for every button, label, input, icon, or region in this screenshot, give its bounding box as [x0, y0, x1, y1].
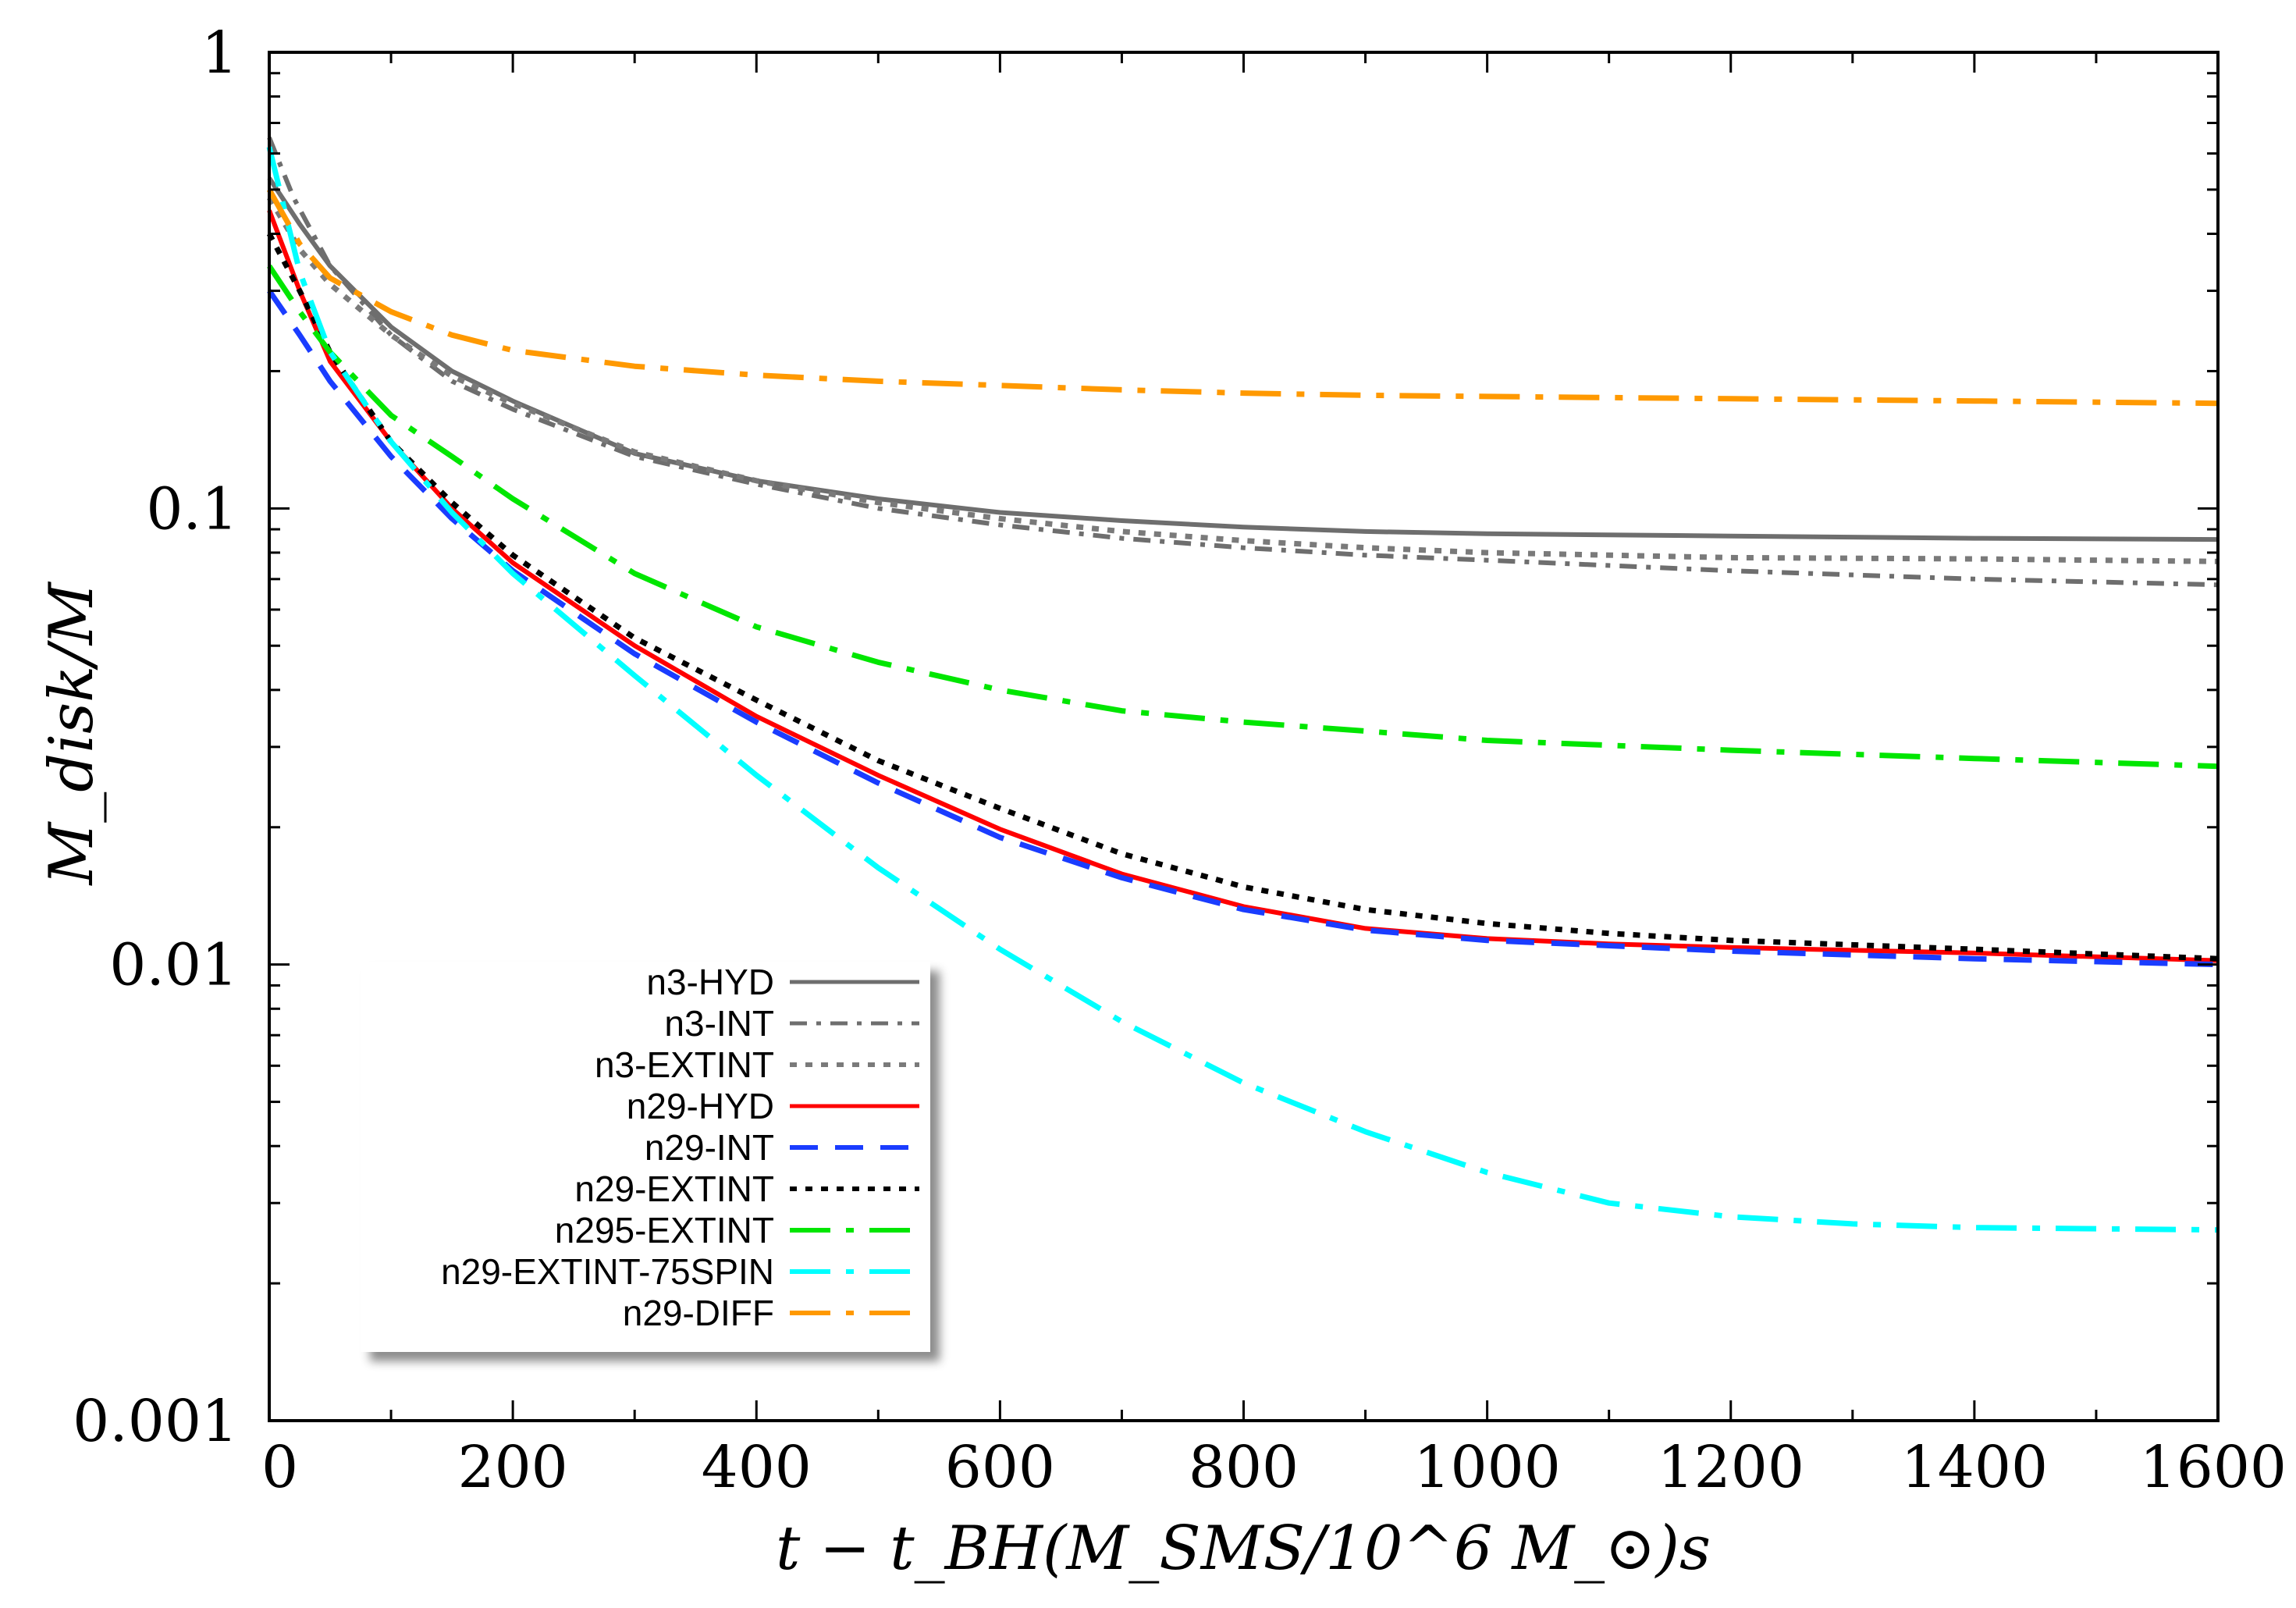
series-layer — [266, 137, 2219, 1233]
legend-label-n29-INT: n29-INT — [645, 1127, 774, 1168]
y-tick-label: 0.001 — [73, 1388, 238, 1455]
legend-label-n3-HYD: n3-HYD — [646, 962, 774, 1002]
x-tick-label: 400 — [702, 1434, 812, 1501]
y-tick-labels: 0.001 0.01 0.1 1 — [73, 20, 238, 1455]
series-line-n3-HYD — [267, 176, 2219, 543]
x-tick-label: 800 — [1189, 1434, 1299, 1501]
y-tick-label: 0.1 — [146, 475, 238, 543]
x-ticks — [268, 52, 2220, 1421]
y-ticks — [269, 51, 2218, 1422]
legend-label-n29-EXTINT: n29-EXTINT — [574, 1169, 774, 1209]
series-line-n29-DIFF — [266, 188, 2219, 407]
series-line-n295-EXTINT — [267, 264, 2219, 770]
y-tick-label: 1 — [201, 20, 238, 87]
y-axis-label: M_disk/M — [37, 581, 107, 886]
x-tick-label: 1400 — [1901, 1434, 2048, 1501]
x-tick-label: 1000 — [1413, 1434, 1560, 1501]
legend-label-n3-EXTINT: n3-EXTINT — [595, 1044, 774, 1085]
legend-label-n29-DIFF: n29-DIFF — [623, 1293, 774, 1333]
x-tick-label: 1600 — [2140, 1434, 2287, 1501]
x-tick-label: 1200 — [1658, 1434, 1804, 1501]
x-tick-labels: 0 200 400 600 800 1000 1200 1400 1600 — [261, 1434, 2287, 1501]
x-axis-label: t − t_BH(M_SMS/10^6 M_⊙)s — [776, 1514, 1711, 1584]
series-line-n29-EXTINT-75SPIN — [266, 146, 2219, 1233]
series-line-n3-EXTINT — [266, 196, 2219, 564]
series-line-n3-INT — [267, 137, 2219, 588]
legend-label-n29-HYD: n29-HYD — [627, 1086, 774, 1126]
x-tick-label: 0 — [261, 1434, 298, 1501]
series-line-n29-EXTINT — [266, 232, 2219, 962]
legend-label-n295-EXTINT: n295-EXTINT — [555, 1210, 774, 1250]
series-line-n29-HYD — [267, 209, 2219, 963]
legend-label-n29-EXTINT-75SPIN: n29-EXTINT-75SPIN — [441, 1251, 774, 1292]
x-tick-label: 200 — [458, 1434, 568, 1501]
y-tick-label: 0.01 — [109, 932, 238, 999]
legend: n3-HYDn3-INTn3-EXTINTn29-HYDn29-INTn29-E… — [361, 962, 930, 1352]
legend-label-n3-INT: n3-INT — [664, 1003, 774, 1044]
legend-box — [361, 962, 930, 1352]
series-line-n29-INT — [267, 289, 2219, 968]
x-tick-label: 600 — [945, 1434, 1055, 1501]
